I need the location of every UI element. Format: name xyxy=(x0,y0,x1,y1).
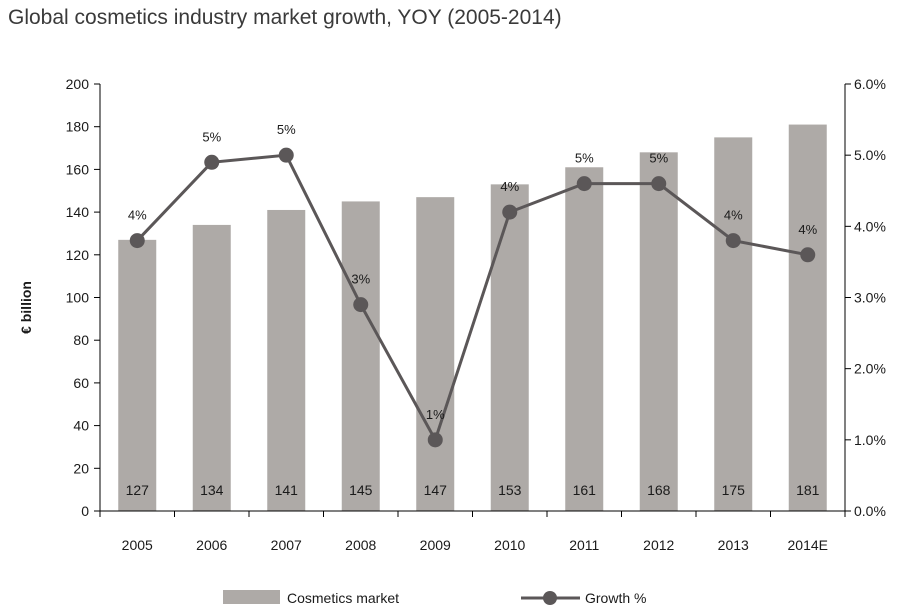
bar-value-label: 175 xyxy=(722,482,746,498)
bar-value-labels: 127 134 141 145 147 153 161 168 175 181 xyxy=(126,482,820,498)
bar xyxy=(118,239,157,512)
bar xyxy=(639,152,678,511)
growth-point xyxy=(427,432,443,448)
axes: 0 20 40 60 80 100 120 140 160 180 200 0.0% 1.0% 2.0% 3… xyxy=(18,76,886,553)
left-tick-label: 0 xyxy=(81,503,89,519)
growth-data-label: 3% xyxy=(351,272,370,287)
bar-value-label: 181 xyxy=(796,482,820,498)
left-axis-title: € billion xyxy=(18,281,34,334)
bar xyxy=(341,201,380,512)
right-tick-label: 4.0% xyxy=(854,218,886,234)
x-tick-label: 2009 xyxy=(420,537,451,553)
left-tick-label: 200 xyxy=(66,76,90,92)
growth-data-label: 1% xyxy=(426,407,445,422)
left-tick-label: 80 xyxy=(73,332,89,348)
left-tick-label: 160 xyxy=(66,161,90,177)
x-tick-label: 2014E xyxy=(788,537,828,553)
left-tick-label: 140 xyxy=(66,204,90,220)
growth-data-label: 5% xyxy=(202,129,221,144)
legend: Cosmetics market Growth % xyxy=(223,590,646,606)
right-tick-label: 2.0% xyxy=(854,361,886,377)
growth-data-label: 5% xyxy=(649,151,668,166)
growth-data-label: 4% xyxy=(128,208,147,223)
x-tick-label: 2007 xyxy=(271,537,302,553)
left-tick-label: 40 xyxy=(73,418,89,434)
chart-title: Global cosmetics industry market growth,… xyxy=(8,6,562,29)
bar-series xyxy=(118,124,827,512)
left-tick-label: 100 xyxy=(66,290,90,306)
x-tick-label: 2012 xyxy=(643,537,674,553)
x-tick-label: 2005 xyxy=(122,537,153,553)
growth-data-label: 5% xyxy=(575,151,594,166)
growth-point xyxy=(800,247,816,263)
legend-label-bars: Cosmetics market xyxy=(287,590,399,606)
x-tick-label: 2006 xyxy=(196,537,227,553)
bar-value-label: 153 xyxy=(498,482,522,498)
growth-data-label: 4% xyxy=(500,179,519,194)
growth-point xyxy=(576,176,592,192)
bar-value-label: 134 xyxy=(200,482,224,498)
growth-point xyxy=(278,147,294,163)
bar xyxy=(416,197,455,511)
bar xyxy=(565,167,604,511)
growth-point xyxy=(129,233,145,249)
x-tick-label: 2010 xyxy=(494,537,525,553)
left-tick-label: 120 xyxy=(66,247,90,263)
bar-value-label: 147 xyxy=(424,482,448,498)
growth-point xyxy=(353,297,369,313)
right-tick-label: 3.0% xyxy=(854,290,886,306)
right-tick-label: 0.0% xyxy=(854,503,886,519)
growth-point xyxy=(502,204,518,220)
bar-value-label: 141 xyxy=(275,482,299,498)
bar xyxy=(788,124,827,511)
legend-label-line: Growth % xyxy=(585,590,646,606)
bar-value-label: 145 xyxy=(349,482,373,498)
left-tick-label: 180 xyxy=(66,119,90,135)
growth-point xyxy=(651,176,667,192)
bar-value-label: 168 xyxy=(647,482,671,498)
bar-value-label: 161 xyxy=(573,482,597,498)
growth-point xyxy=(725,233,741,249)
growth-data-label: 4% xyxy=(798,222,817,237)
bar xyxy=(714,137,753,511)
bar xyxy=(267,209,306,511)
legend-swatch-marker xyxy=(543,591,557,605)
left-tick-label: 20 xyxy=(73,460,89,476)
bar xyxy=(490,184,529,511)
legend-swatch-bars xyxy=(223,590,280,604)
growth-point xyxy=(204,154,220,170)
right-tick-label: 6.0% xyxy=(854,76,886,92)
growth-line-series: 4% 5% 5% 3% 1% 4% 5% 5% 4% 4% xyxy=(128,122,818,448)
right-tick-label: 1.0% xyxy=(854,432,886,448)
growth-data-label: 4% xyxy=(724,208,743,223)
x-tick-label: 2008 xyxy=(345,537,376,553)
x-tick-label: 2013 xyxy=(718,537,749,553)
growth-data-label: 5% xyxy=(277,122,296,137)
bar xyxy=(192,224,231,511)
bar-value-label: 127 xyxy=(126,482,150,498)
x-tick-label: 2011 xyxy=(569,537,599,553)
left-tick-label: 60 xyxy=(73,375,89,391)
right-tick-label: 5.0% xyxy=(854,147,886,163)
growth-line xyxy=(136,153,809,444)
